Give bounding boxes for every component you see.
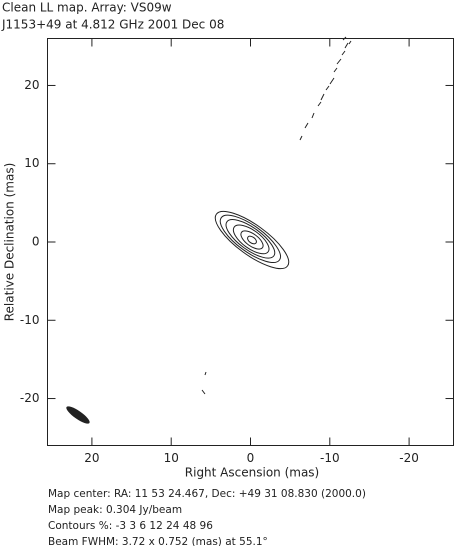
contour: [219, 214, 281, 263]
chart-subtitle: J1153+49 at 4.812 GHz 2001 Dec 08: [1, 18, 224, 32]
chart-title: Clean LL map. Array: VS09w: [2, 1, 172, 15]
note: Map center: RA: 11 53 24.467, Dec: +49 3…: [48, 488, 366, 500]
beam: [66, 406, 90, 424]
contour: [240, 230, 264, 250]
jet-contours: [201, 36, 352, 395]
core-contours: [214, 210, 290, 270]
note: Map peak: 0.304 Jy/beam: [48, 504, 182, 516]
x-tick-label: 10: [164, 451, 179, 465]
y-tick-label: 20: [24, 78, 39, 92]
x-tick-label: -20: [399, 451, 419, 465]
contour: [214, 210, 290, 270]
y-tick-label: -10: [20, 313, 40, 327]
note: Contours %: -3 3 6 12 24 48 96: [48, 520, 213, 532]
y-tick-label: -20: [20, 391, 40, 405]
contour: [247, 235, 257, 245]
y-tick-label: 0: [32, 235, 40, 249]
x-tick-label: 20: [84, 451, 99, 465]
note: Beam FWHM: 3.72 x 0.752 (mas) at 55.1°: [48, 536, 268, 546]
plot-frame: [47, 38, 454, 446]
y-tick-label: 10: [24, 156, 39, 170]
x-tick-label: -10: [320, 451, 340, 465]
y-axis-label: Relative Declination (mas): [3, 163, 17, 322]
contour: [232, 224, 270, 255]
x-tick-label: 0: [247, 451, 255, 465]
contour: [225, 219, 276, 259]
x-axis-label: Right Ascension (mas): [185, 466, 319, 480]
